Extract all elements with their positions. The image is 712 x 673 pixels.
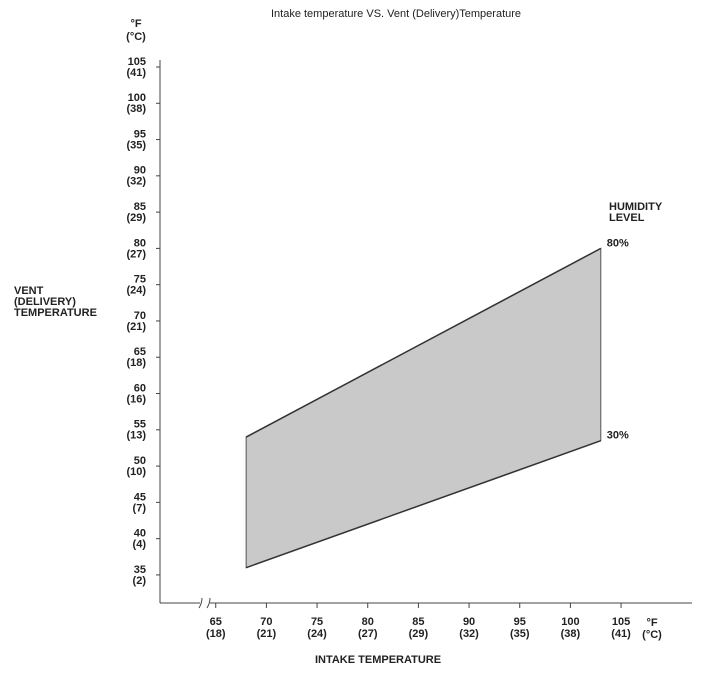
y-tick-label: 35 [134,564,146,576]
axis-break [198,597,211,609]
y-tick-sublabel: (24) [126,285,146,297]
legend-label: 80% [607,237,629,249]
y-tick-label: 105 [128,56,146,68]
y-tick-label: 90 [134,165,146,177]
x-tick-label: 65 [210,616,222,628]
x-tick-sublabel: (21) [257,628,277,640]
legend-title: LEVEL [609,212,645,224]
y-tick-sublabel: (27) [126,248,146,260]
series-line [245,247,602,438]
y-tick-label: 55 [134,419,146,431]
y-tick-sublabel: (18) [126,357,146,369]
x-tick-sublabel: (27) [358,628,378,640]
x-tick-label: 100 [561,616,579,628]
x-tick-label: 95 [514,616,526,628]
y-tick-sublabel: (38) [126,103,146,115]
x-tick-sublabel: (41) [611,628,631,640]
y-tick-sublabel: (35) [126,139,146,151]
y-tick-sublabel: (7) [133,502,147,514]
x-tick-label: 70 [260,616,272,628]
x-tick-sublabel: (24) [307,628,327,640]
y-unit-sub: (°C) [126,31,146,43]
x-tick-label: 75 [311,616,323,628]
y-axis-label: TEMPERATURE [14,307,97,319]
y-tick-label: 80 [134,237,146,249]
x-tick-sublabel: (35) [510,628,530,640]
y-tick-label: 50 [134,455,146,467]
x-tick-sublabel: (32) [459,628,479,640]
x-tick-label: 80 [362,616,374,628]
y-tick-sublabel: (4) [133,539,147,551]
y-tick-label: 65 [134,346,146,358]
x-tick-sublabel: (38) [561,628,581,640]
y-tick-sublabel: (16) [126,393,146,405]
y-tick-sublabel: (21) [126,321,146,333]
y-tick-sublabel: (32) [126,176,146,188]
x-tick-label: 85 [412,616,424,628]
x-tick-sublabel: (18) [206,628,226,640]
y-tick-label: 60 [134,382,146,394]
y-axis-label: VENT [14,285,44,297]
y-tick-sublabel: (2) [133,575,147,587]
y-unit: °F [130,18,141,30]
x-unit-sub: (°C) [642,629,662,641]
y-tick-label: 95 [134,128,146,140]
x-tick-sublabel: (29) [409,628,429,640]
x-axis-label: INTAKE TEMPERATURE [315,654,441,666]
x-tick-label: 105 [612,616,630,628]
y-tick-sublabel: (41) [126,67,146,79]
legend-title: HUMIDITY [609,201,663,213]
chart-title: Intake temperature VS. Vent (Delivery)Te… [271,8,521,20]
y-tick-sublabel: (13) [126,430,146,442]
series-line [245,439,602,569]
y-tick-label: 45 [134,491,146,503]
y-tick-label: 85 [134,201,146,213]
y-tick-label: 75 [134,274,146,286]
y-axis-label: (DELIVERY) [14,296,76,308]
y-tick-label: 70 [134,310,146,322]
x-unit: °F [646,617,657,629]
y-tick-label: 40 [134,528,146,540]
y-tick-sublabel: (10) [126,466,146,478]
y-tick-sublabel: (29) [126,212,146,224]
x-tick-label: 90 [463,616,475,628]
legend-label: 30% [607,430,629,442]
y-tick-label: 100 [128,92,146,104]
